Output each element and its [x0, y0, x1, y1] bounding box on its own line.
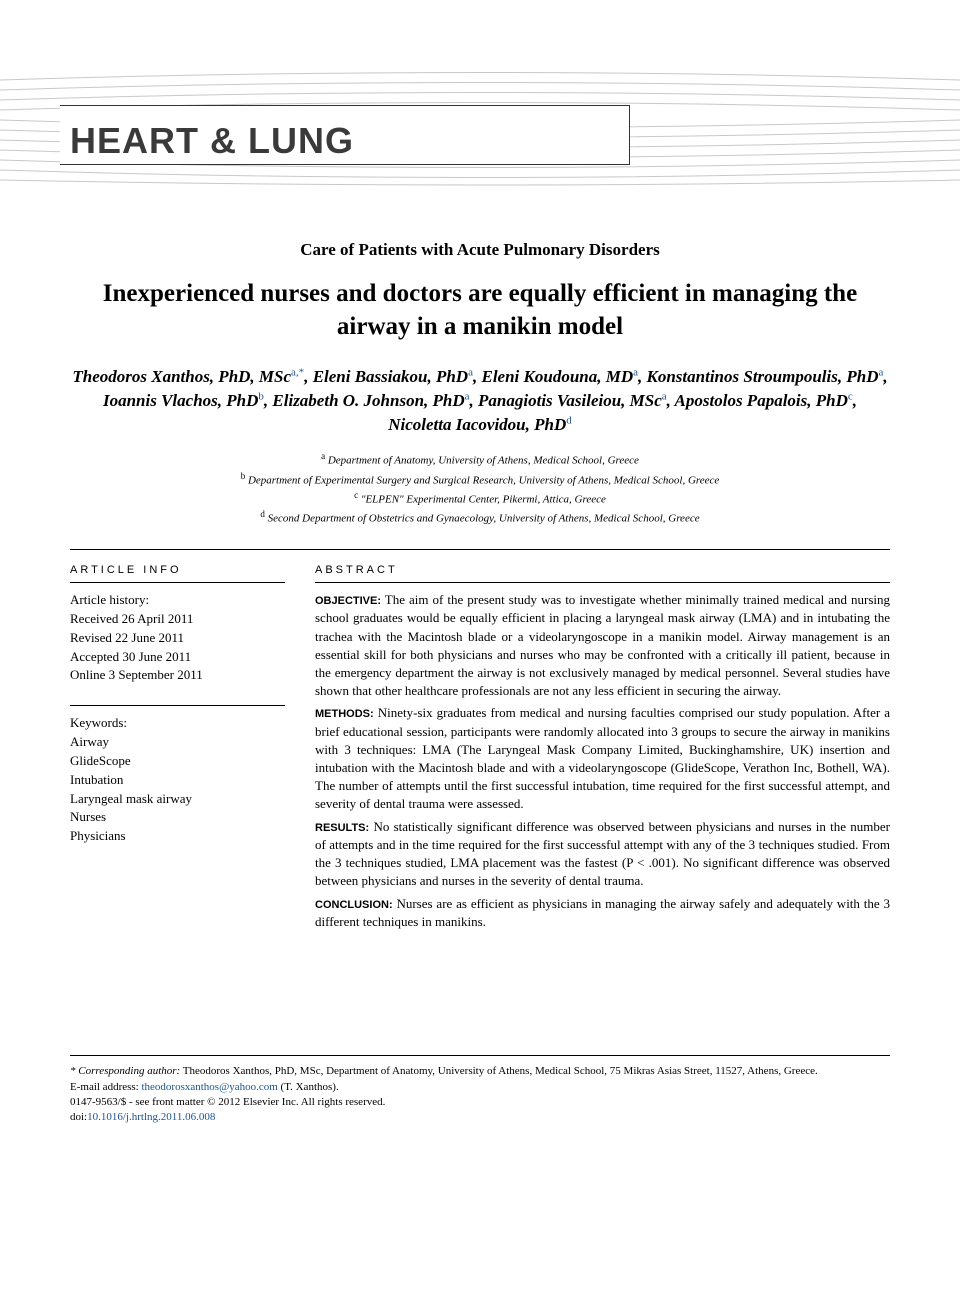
journal-header: HEART & LUNG [70, 60, 890, 190]
affiliations-list: a Department of Anatomy, University of A… [70, 450, 890, 527]
journal-name: HEART & LUNG [70, 120, 354, 162]
conclusion-label: Conclusion: [315, 899, 393, 911]
results-label: Results: [315, 822, 369, 834]
article-info-heading: ARTICLE INFO [70, 564, 285, 576]
article-title: Inexperienced nurses and doctors are equ… [70, 278, 890, 343]
keywords-block: Keywords: AirwayGlideScopeIntubationLary… [70, 705, 285, 846]
keyword-item: Airway [70, 733, 285, 752]
keyword-item: GlideScope [70, 752, 285, 771]
affiliation-item: d Second Department of Obstetrics and Gy… [70, 508, 890, 527]
methods-label: Methods: [315, 708, 374, 720]
history-revised: Revised 22 June 2011 [70, 629, 285, 648]
authors-list: Theodoros Xanthos, PhD, MSca,*, Eleni Ba… [70, 365, 890, 436]
keyword-item: Laryngeal mask airway [70, 790, 285, 809]
corresponding-text: Theodoros Xanthos, PhD, MSc, Department … [183, 1065, 818, 1077]
doi-label: doi: [70, 1111, 87, 1123]
history-accepted: Accepted 30 June 2011 [70, 648, 285, 667]
keyword-item: Physicians [70, 827, 285, 846]
results-text: No statistically significant difference … [315, 819, 890, 889]
article-history: Article history: Received 26 April 2011 … [70, 582, 285, 685]
keyword-item: Intubation [70, 771, 285, 790]
footnotes: * Corresponding author: Theodoros Xantho… [70, 1055, 890, 1126]
divider-top [70, 549, 890, 550]
copyright-text: 0147-9563/$ - see front matter © 2012 El… [70, 1095, 890, 1110]
affiliation-item: b Department of Experimental Surgery and… [70, 470, 890, 489]
history-received: Received 26 April 2011 [70, 610, 285, 629]
email-label: E-mail address: [70, 1081, 139, 1093]
objective-label: Objective: [315, 595, 381, 607]
doi-link[interactable]: 10.1016/j.hrtlng.2011.06.008 [87, 1111, 215, 1123]
email-link[interactable]: theodorosxanthos@yahoo.com [141, 1081, 277, 1093]
history-label: Article history: [70, 591, 285, 610]
section-label: Care of Patients with Acute Pulmonary Di… [70, 240, 890, 260]
keywords-heading: Keywords: [70, 714, 285, 733]
methods-text: Ninety-six graduates from medical and nu… [315, 705, 890, 811]
conclusion-text: Nurses are as efficient as physicians in… [315, 896, 890, 929]
affiliation-item: a Department of Anatomy, University of A… [70, 450, 890, 469]
objective-text: The aim of the present study was to inve… [315, 592, 890, 698]
history-online: Online 3 September 2011 [70, 666, 285, 685]
abstract-divider [315, 582, 890, 583]
corresponding-label: * Corresponding author: [70, 1065, 180, 1077]
abstract-heading: ABSTRACT [315, 564, 890, 576]
email-name: (T. Xanthos). [281, 1081, 339, 1093]
affiliation-item: c "ELPEN" Experimental Center, Pikermi, … [70, 489, 890, 508]
keyword-item: Nurses [70, 808, 285, 827]
abstract-content: Objective: The aim of the present study … [315, 591, 890, 931]
